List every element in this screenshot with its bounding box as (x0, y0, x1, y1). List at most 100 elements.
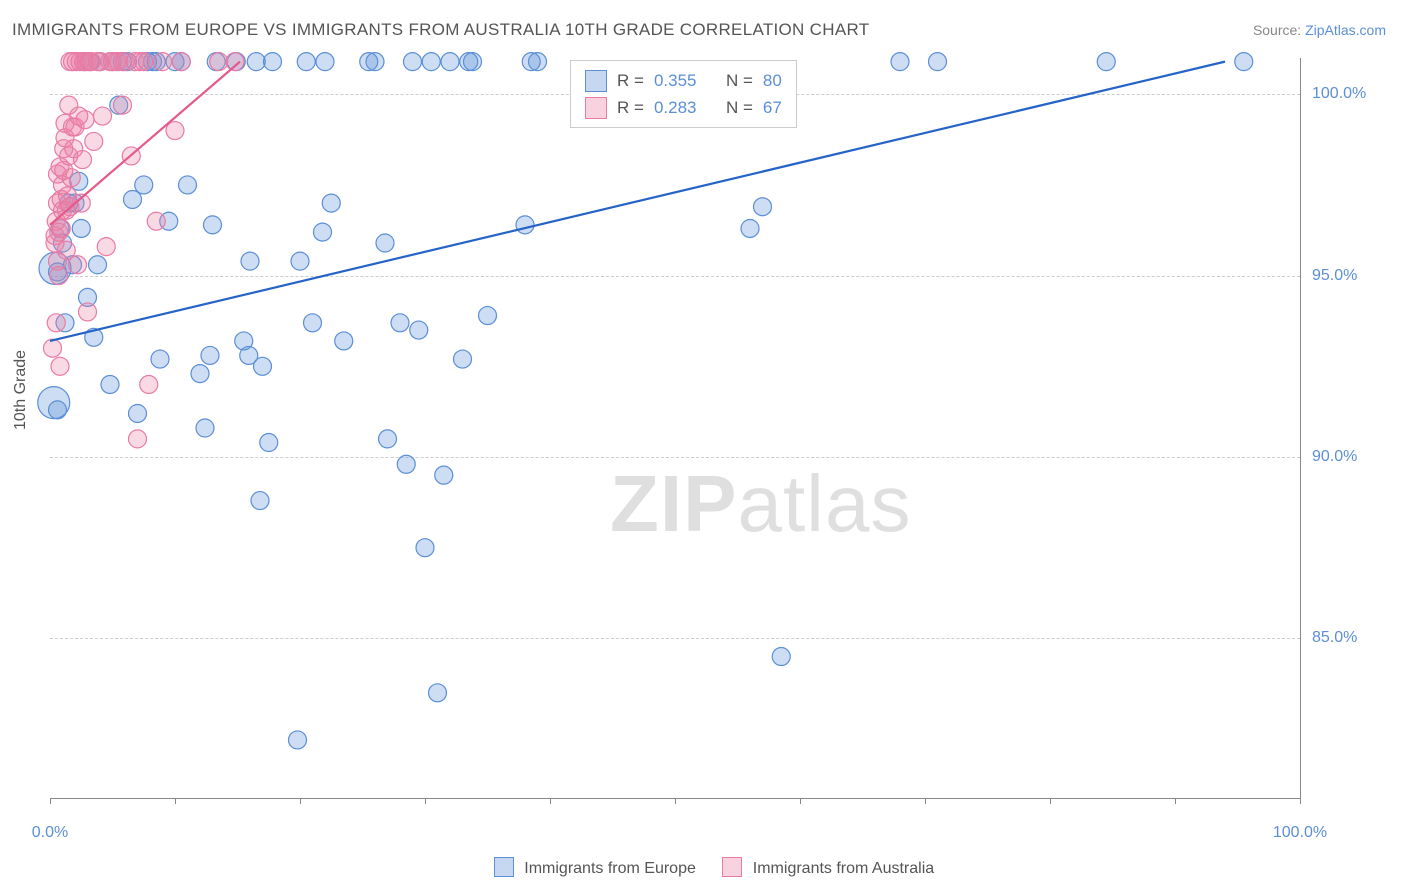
swatch-pink (722, 857, 742, 877)
data-point (191, 365, 209, 383)
data-point (441, 53, 459, 71)
data-point (201, 346, 219, 364)
xtick-mark (50, 798, 51, 804)
data-point (74, 151, 92, 169)
data-point (72, 219, 90, 237)
swatch-blue (585, 70, 607, 92)
legend-label-blue: Immigrants from Europe (524, 860, 696, 877)
data-point (85, 132, 103, 150)
data-point (429, 684, 447, 702)
swatch-blue (494, 857, 514, 877)
n-value-pink: 67 (763, 94, 782, 121)
data-point (416, 539, 434, 557)
source-link[interactable]: ZipAtlas.com (1305, 22, 1386, 38)
data-point (196, 419, 214, 437)
data-point (529, 53, 547, 71)
xtick-mark (925, 798, 926, 804)
data-point (929, 53, 947, 71)
legend-row-pink: R = 0.283 N = 67 (585, 94, 782, 121)
data-point (772, 648, 790, 666)
data-point (94, 107, 112, 125)
data-point (516, 216, 534, 234)
data-point (260, 434, 278, 452)
ytick-label: 100.0% (1312, 85, 1382, 103)
xtick-label: 0.0% (32, 824, 68, 842)
chart-plot-area: 85.0%90.0%95.0%100.0% 0.0%100.0% ZIPatla… (50, 58, 1301, 799)
data-point (479, 307, 497, 325)
data-point (322, 194, 340, 212)
xtick-mark (800, 798, 801, 804)
n-value-blue: 80 (763, 67, 782, 94)
data-point (304, 314, 322, 332)
data-point (289, 731, 307, 749)
data-point (264, 53, 282, 71)
data-point (397, 455, 415, 473)
data-point (50, 267, 68, 285)
data-point (254, 357, 272, 375)
r-value-blue: 0.355 (654, 67, 697, 94)
ytick-label: 90.0% (1312, 448, 1382, 466)
data-point (204, 216, 222, 234)
r-value-pink: 0.283 (654, 94, 697, 121)
data-point (291, 252, 309, 270)
data-point (135, 53, 153, 71)
data-point (44, 339, 62, 357)
source-attribution: Source: ZipAtlas.com (1253, 22, 1386, 38)
data-point (47, 314, 65, 332)
data-point (101, 375, 119, 393)
chart-title: IMMIGRANTS FROM EUROPE VS IMMIGRANTS FRO… (12, 20, 869, 40)
data-point (1097, 53, 1115, 71)
swatch-pink (585, 97, 607, 119)
data-point (335, 332, 353, 350)
data-point (422, 53, 440, 71)
ytick-label: 95.0% (1312, 267, 1382, 285)
data-point (52, 219, 70, 237)
data-point (151, 350, 169, 368)
y-axis-label: 10th Grade (12, 350, 30, 430)
r-label: R = (617, 67, 644, 94)
data-point (391, 314, 409, 332)
data-point (754, 198, 772, 216)
data-point (51, 357, 69, 375)
legend-row-blue: R = 0.355 N = 80 (585, 67, 782, 94)
xtick-label: 100.0% (1273, 824, 1327, 842)
data-point (129, 430, 147, 448)
data-point (76, 111, 94, 129)
data-point (891, 53, 909, 71)
data-point (247, 53, 265, 71)
xtick-mark (1175, 798, 1176, 804)
data-point (376, 234, 394, 252)
correlation-legend: R = 0.355 N = 80 R = 0.283 N = 67 (570, 60, 797, 128)
data-point (226, 53, 244, 71)
data-point (404, 53, 422, 71)
data-point (435, 466, 453, 484)
n-label: N = (726, 67, 753, 94)
xtick-mark (675, 798, 676, 804)
data-point (140, 375, 158, 393)
data-point (297, 53, 315, 71)
data-point (464, 53, 482, 71)
data-point (154, 53, 172, 71)
data-point (97, 238, 115, 256)
xtick-mark (550, 798, 551, 804)
data-point (410, 321, 428, 339)
data-point (114, 96, 132, 114)
r-label: R = (617, 94, 644, 121)
data-point (314, 223, 332, 241)
data-point (179, 176, 197, 194)
xtick-mark (1050, 798, 1051, 804)
xtick-mark (175, 798, 176, 804)
scatter-svg (50, 58, 1300, 798)
data-point (79, 303, 97, 321)
ytick-label: 85.0% (1312, 629, 1382, 647)
source-prefix: Source: (1253, 22, 1305, 38)
data-point (210, 53, 228, 71)
data-point (172, 53, 190, 71)
data-point (251, 492, 269, 510)
data-point-large (38, 387, 70, 419)
data-point (241, 252, 259, 270)
data-point (89, 256, 107, 274)
xtick-mark (425, 798, 426, 804)
xtick-mark (1300, 798, 1301, 804)
data-point (379, 430, 397, 448)
